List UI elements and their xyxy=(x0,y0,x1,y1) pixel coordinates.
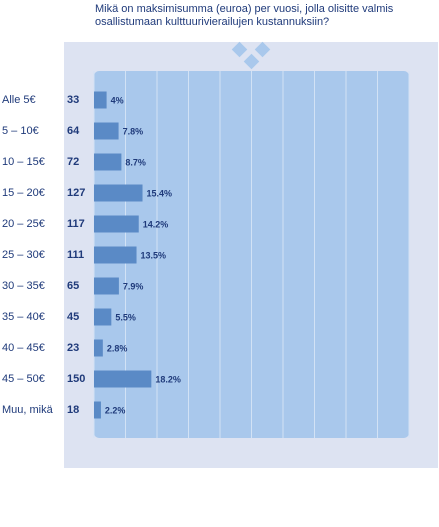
bar xyxy=(94,339,103,357)
count-label: 65 xyxy=(67,280,79,292)
count-label: 23 xyxy=(67,342,79,354)
data-label: 4% xyxy=(111,95,124,105)
category-label: 5 – 10€ xyxy=(2,125,39,137)
count-label: 33 xyxy=(67,94,79,106)
chart-title: Mikä on maksimisumma (euroa) per vuosi, … xyxy=(95,3,394,28)
count-label: 64 xyxy=(67,125,80,137)
bar xyxy=(94,277,119,295)
count-label: 117 xyxy=(67,218,85,230)
count-label: 150 xyxy=(67,373,85,385)
category-label: Alle 5€ xyxy=(2,94,36,106)
category-label: 40 – 45€ xyxy=(2,342,45,354)
data-label: 7.9% xyxy=(123,281,144,291)
data-label: 13.5% xyxy=(141,250,167,260)
count-label: 111 xyxy=(67,249,84,261)
category-label: 30 – 35€ xyxy=(2,280,45,292)
bar xyxy=(94,401,101,419)
bar xyxy=(94,153,122,171)
category-label: 25 – 30€ xyxy=(2,249,45,261)
data-label: 5.5% xyxy=(115,312,136,322)
data-label: 2.2% xyxy=(105,405,126,415)
data-label: 18.2% xyxy=(155,374,181,384)
bar xyxy=(94,184,143,202)
bar xyxy=(94,246,137,264)
count-label: 18 xyxy=(67,404,79,416)
data-label: 2.8% xyxy=(107,343,128,353)
bar xyxy=(94,215,139,233)
bar xyxy=(94,370,152,388)
decoration xyxy=(231,41,271,70)
category-label: Muu, mikä xyxy=(2,404,54,416)
count-label: 45 xyxy=(67,311,79,323)
data-label: 7.8% xyxy=(123,126,144,136)
category-label: 35 – 40€ xyxy=(2,311,45,323)
category-label: 45 – 50€ xyxy=(2,373,45,385)
bar xyxy=(94,91,107,109)
data-label: 15.4% xyxy=(147,188,173,198)
category-label: 15 – 20€ xyxy=(2,187,45,199)
category-label: 10 – 15€ xyxy=(2,156,45,168)
category-label: 20 – 25€ xyxy=(2,218,45,230)
bar xyxy=(94,308,112,326)
count-label: 72 xyxy=(67,156,79,168)
data-label: 14.2% xyxy=(143,219,169,229)
count-label: 127 xyxy=(67,187,85,199)
data-label: 8.7% xyxy=(125,157,146,167)
bar xyxy=(94,122,119,140)
